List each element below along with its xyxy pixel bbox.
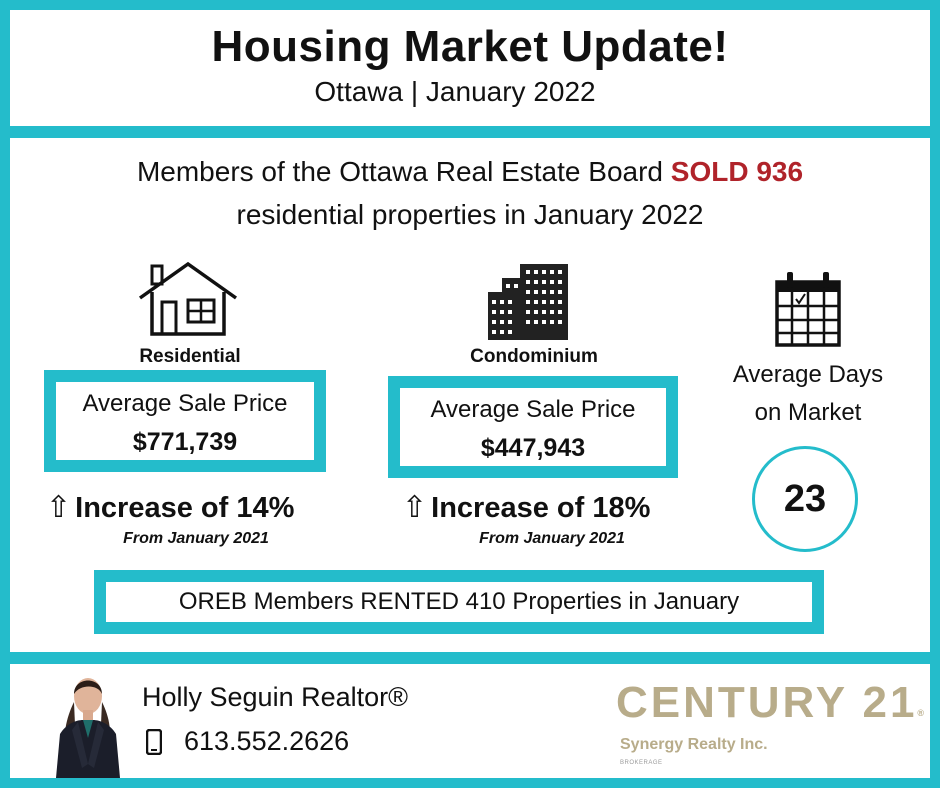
days-label-line2: on Market xyxy=(754,399,862,426)
house-icon xyxy=(136,260,240,336)
rentals-box: OREB Members RENTED 410 Properties in Ja… xyxy=(94,570,824,634)
agent-phone-row[interactable]: 613.552.2626 xyxy=(146,726,349,757)
condominium-price-value: $447,943 xyxy=(480,434,586,462)
residential-price-box: Average Sale Price $771,739 xyxy=(44,370,326,472)
condominium-label: Condominium xyxy=(470,346,598,367)
calendar-icon xyxy=(774,270,842,348)
condominium-price-box: Average Sale Price $447,943 xyxy=(388,376,678,478)
residential-increase-text: Increase of 14% xyxy=(75,492,295,524)
residential-increase: ⇧ Increase of 14% xyxy=(46,490,294,525)
sold-count: SOLD 936 xyxy=(670,156,804,187)
building-icon xyxy=(484,262,576,342)
days-label-line1: Average Days xyxy=(732,361,884,388)
brand-registered: ® xyxy=(917,708,925,718)
agent-name: Holly Seguin Realtor® xyxy=(142,682,409,712)
page-subtitle: Ottawa | January 2022 xyxy=(314,76,596,107)
brokerage-name: Synergy Realty Inc. xyxy=(620,736,768,753)
residential-price-label: Average Sale Price xyxy=(82,390,288,417)
up-arrow-icon: ⇧ xyxy=(46,491,72,524)
condominium-price-label: Average Sale Price xyxy=(430,396,636,423)
days-on-market-label: Average Days on Market xyxy=(710,356,906,432)
main-panel: Members of the Ottawa Real Estate Board … xyxy=(10,138,930,652)
condominium-increase-text: Increase of 18% xyxy=(431,492,651,524)
sold-headline: Members of the Ottawa Real Estate Board … xyxy=(10,150,930,236)
brokerage-sub: BROKERAGE xyxy=(620,760,663,766)
headline-prefix: Members of the Ottawa Real Estate Board xyxy=(136,156,671,187)
residential-label: Residential xyxy=(139,346,241,367)
days-on-market-value: 23 xyxy=(752,446,858,552)
agent-photo xyxy=(52,668,124,778)
agent-phone: 613.552.2626 xyxy=(184,726,350,756)
residential-from: From January 2021 xyxy=(123,530,269,547)
phone-icon xyxy=(146,728,162,755)
century21-logo: CENTURY 21® xyxy=(616,678,924,728)
condominium-from: From January 2021 xyxy=(479,530,625,547)
rentals-text: OREB Members RENTED 410 Properties in Ja… xyxy=(106,582,812,622)
headline-line2: residential properties in January 2022 xyxy=(236,199,704,230)
up-arrow-icon: ⇧ xyxy=(402,491,428,524)
header-panel: Housing Market Update! Ottawa | January … xyxy=(10,10,930,126)
page-title: Housing Market Update! xyxy=(211,22,729,71)
brand-name: CENTURY 21 xyxy=(616,678,918,727)
residential-price-value: $771,739 xyxy=(132,428,238,456)
condominium-increase: ⇧ Increase of 18% xyxy=(402,490,650,525)
footer-panel: Holly Seguin Realtor® 613.552.2626 CENTU… xyxy=(10,664,930,778)
